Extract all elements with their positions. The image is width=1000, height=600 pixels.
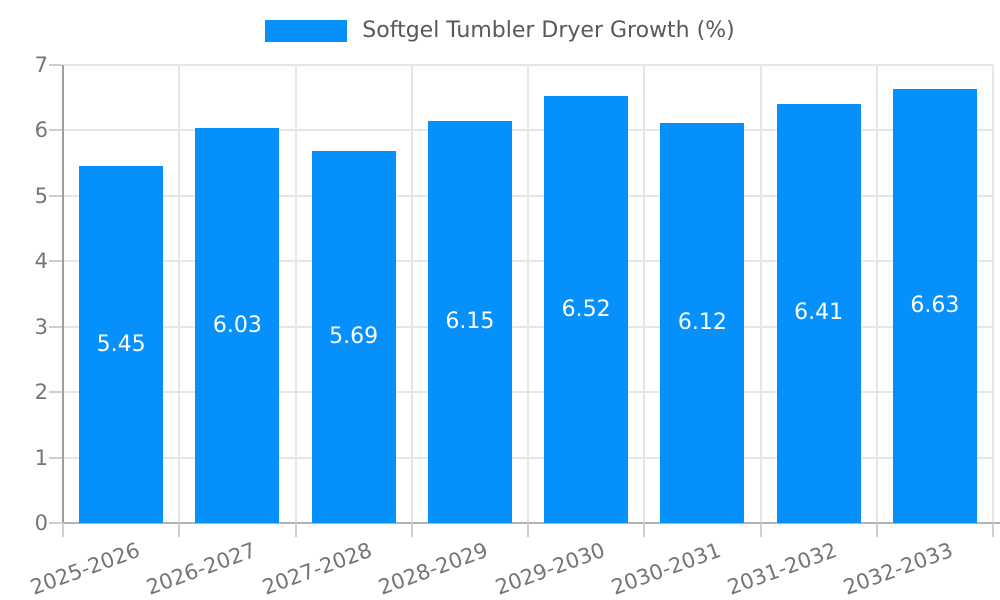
x-tick-label: 2031-2032 bbox=[724, 537, 841, 600]
x-tick-label: 2027-2028 bbox=[259, 537, 376, 600]
gridline-vertical bbox=[759, 65, 762, 523]
y-tick-label: 0 bbox=[34, 511, 48, 535]
legend-swatch bbox=[265, 19, 348, 42]
bar[interactable]: 6.15 bbox=[427, 120, 512, 523]
y-tick-label: 3 bbox=[34, 314, 48, 339]
legend: Softgel Tumbler Dryer Growth (%) bbox=[0, 18, 1000, 43]
x-tick-mark bbox=[527, 523, 529, 537]
plot-area: 5.45 6.03 5.69 6.15 6.52 6.12 6.41 6.63 bbox=[49, 64, 1000, 537]
y-axis-line bbox=[62, 65, 64, 523]
gridline-vertical bbox=[875, 65, 878, 523]
y-tick-mark bbox=[49, 522, 62, 524]
bar[interactable]: 6.41 bbox=[776, 103, 861, 523]
x-tick-mark bbox=[759, 523, 762, 537]
bar[interactable]: 5.45 bbox=[79, 166, 164, 523]
bar-value-label: 6.63 bbox=[910, 293, 960, 319]
x-tick-mark bbox=[294, 523, 297, 537]
y-tick-mark bbox=[49, 194, 62, 197]
legend-label: Softgel Tumbler Dryer Growth (%) bbox=[362, 18, 735, 43]
x-tick-mark bbox=[178, 523, 181, 537]
y-tick-label: 5 bbox=[34, 183, 48, 208]
gridline-vertical bbox=[410, 65, 413, 523]
x-tick-label: 2029-2030 bbox=[491, 537, 608, 600]
bar-value-label: 5.45 bbox=[96, 331, 146, 357]
y-tick-label: 4 bbox=[34, 249, 48, 274]
y-tick-label: 1 bbox=[34, 445, 48, 470]
bar[interactable]: 6.03 bbox=[195, 128, 280, 523]
bar-value-label: 6.03 bbox=[212, 312, 262, 338]
bar[interactable]: 5.69 bbox=[311, 150, 396, 523]
x-tick-label: 2032-2033 bbox=[840, 537, 957, 600]
bar-value-label: 6.41 bbox=[794, 300, 844, 326]
x-tick-mark bbox=[643, 523, 646, 537]
bar-value-label: 6.12 bbox=[677, 309, 727, 335]
bar[interactable]: 6.12 bbox=[660, 122, 745, 523]
y-tick-label: 2 bbox=[34, 380, 48, 405]
y-tick-label: 6 bbox=[34, 118, 48, 143]
bar-value-label: 6.15 bbox=[445, 308, 495, 334]
gridline-vertical bbox=[643, 65, 646, 523]
y-tick-label: 7 bbox=[34, 53, 48, 77]
bar[interactable]: 6.52 bbox=[544, 96, 629, 523]
x-tick-label: 2028-2029 bbox=[375, 537, 492, 600]
x-tick-mark bbox=[875, 523, 878, 537]
gridline-vertical bbox=[178, 65, 181, 523]
x-tick-label: 2026-2027 bbox=[143, 537, 259, 600]
bar-value-label: 5.69 bbox=[329, 323, 379, 349]
x-axis-line bbox=[50, 522, 1000, 524]
gridline-vertical bbox=[294, 65, 297, 523]
y-tick-mark bbox=[49, 325, 62, 328]
x-tick-mark bbox=[992, 523, 994, 537]
x-tick-label: 2030-2031 bbox=[608, 537, 724, 600]
bar[interactable]: 6.63 bbox=[892, 89, 977, 523]
x-tick-mark bbox=[410, 523, 413, 537]
gridline-vertical bbox=[527, 65, 529, 523]
y-tick-mark bbox=[49, 456, 62, 459]
y-tick-mark bbox=[49, 260, 62, 263]
x-tick-label: 2025-2026 bbox=[26, 537, 143, 600]
bar-value-label: 6.52 bbox=[561, 296, 611, 322]
y-tick-mark bbox=[49, 129, 62, 132]
gridline-vertical bbox=[992, 65, 994, 523]
x-tick-mark bbox=[62, 523, 64, 537]
y-tick-mark bbox=[49, 391, 62, 394]
y-tick-mark bbox=[49, 64, 62, 66]
